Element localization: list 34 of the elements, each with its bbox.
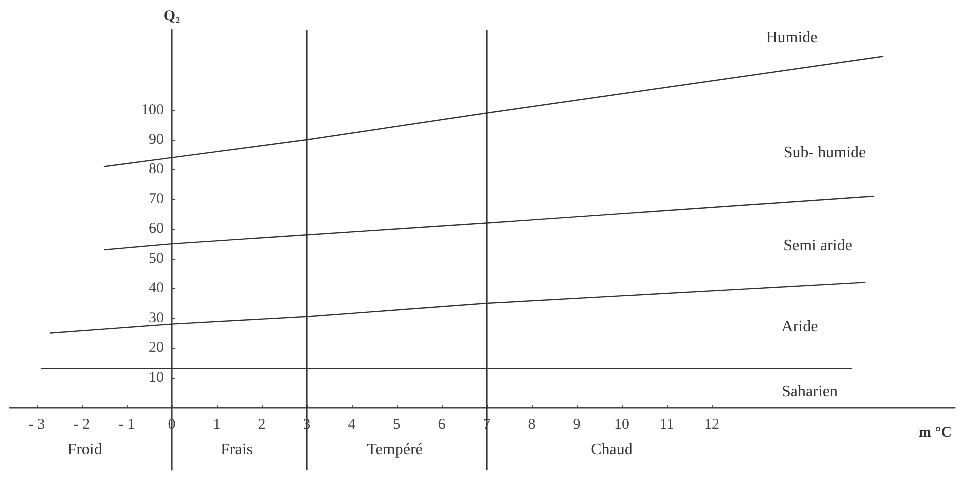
annotation: Frais	[221, 442, 253, 458]
y-tick-label: 40	[149, 280, 164, 297]
annotation: Chaud	[591, 442, 633, 458]
x-tick-label: 12	[704, 417, 720, 434]
y-axis-title: Q₂	[164, 8, 181, 24]
x-tick-label: 8	[528, 417, 536, 434]
x-tick-label: 9	[573, 417, 581, 434]
y-tick-label: 70	[149, 191, 164, 208]
y-tick-label: 90	[149, 132, 164, 148]
y-tick-label: 80	[149, 162, 164, 178]
annotation: Saharien	[782, 384, 838, 400]
y-tick-label: 60	[149, 221, 164, 238]
x-tick-label: - 3	[28, 417, 46, 434]
y-tick-label: 50	[149, 250, 164, 267]
y-tick-label: 100	[142, 102, 164, 118]
x-tick-label: 11	[660, 417, 674, 434]
annotation: Humide	[766, 30, 818, 46]
annotation: Froid	[68, 442, 102, 458]
x-tick-label: 2	[258, 417, 266, 434]
x-tick-label: 4	[348, 417, 356, 434]
x-tick-label: 6	[438, 417, 446, 434]
x-tick-label: - 1	[118, 417, 136, 434]
annotation: Sub- humide	[784, 144, 866, 162]
y-tick-label: 30	[149, 310, 164, 326]
annotation: Aride	[782, 318, 818, 336]
x-tick-label: 10	[614, 417, 630, 434]
x-tick-label: - 2	[74, 417, 90, 434]
y-tick-label: 10	[149, 370, 164, 386]
x-axis-title: m °C	[919, 425, 952, 442]
annotation: Tempéré	[367, 442, 423, 458]
y-tick-label: 20	[149, 340, 164, 356]
annotation: Semi aride	[784, 238, 852, 254]
x-tick-label: 1	[213, 417, 221, 434]
x-tick-label: 5	[393, 417, 401, 434]
